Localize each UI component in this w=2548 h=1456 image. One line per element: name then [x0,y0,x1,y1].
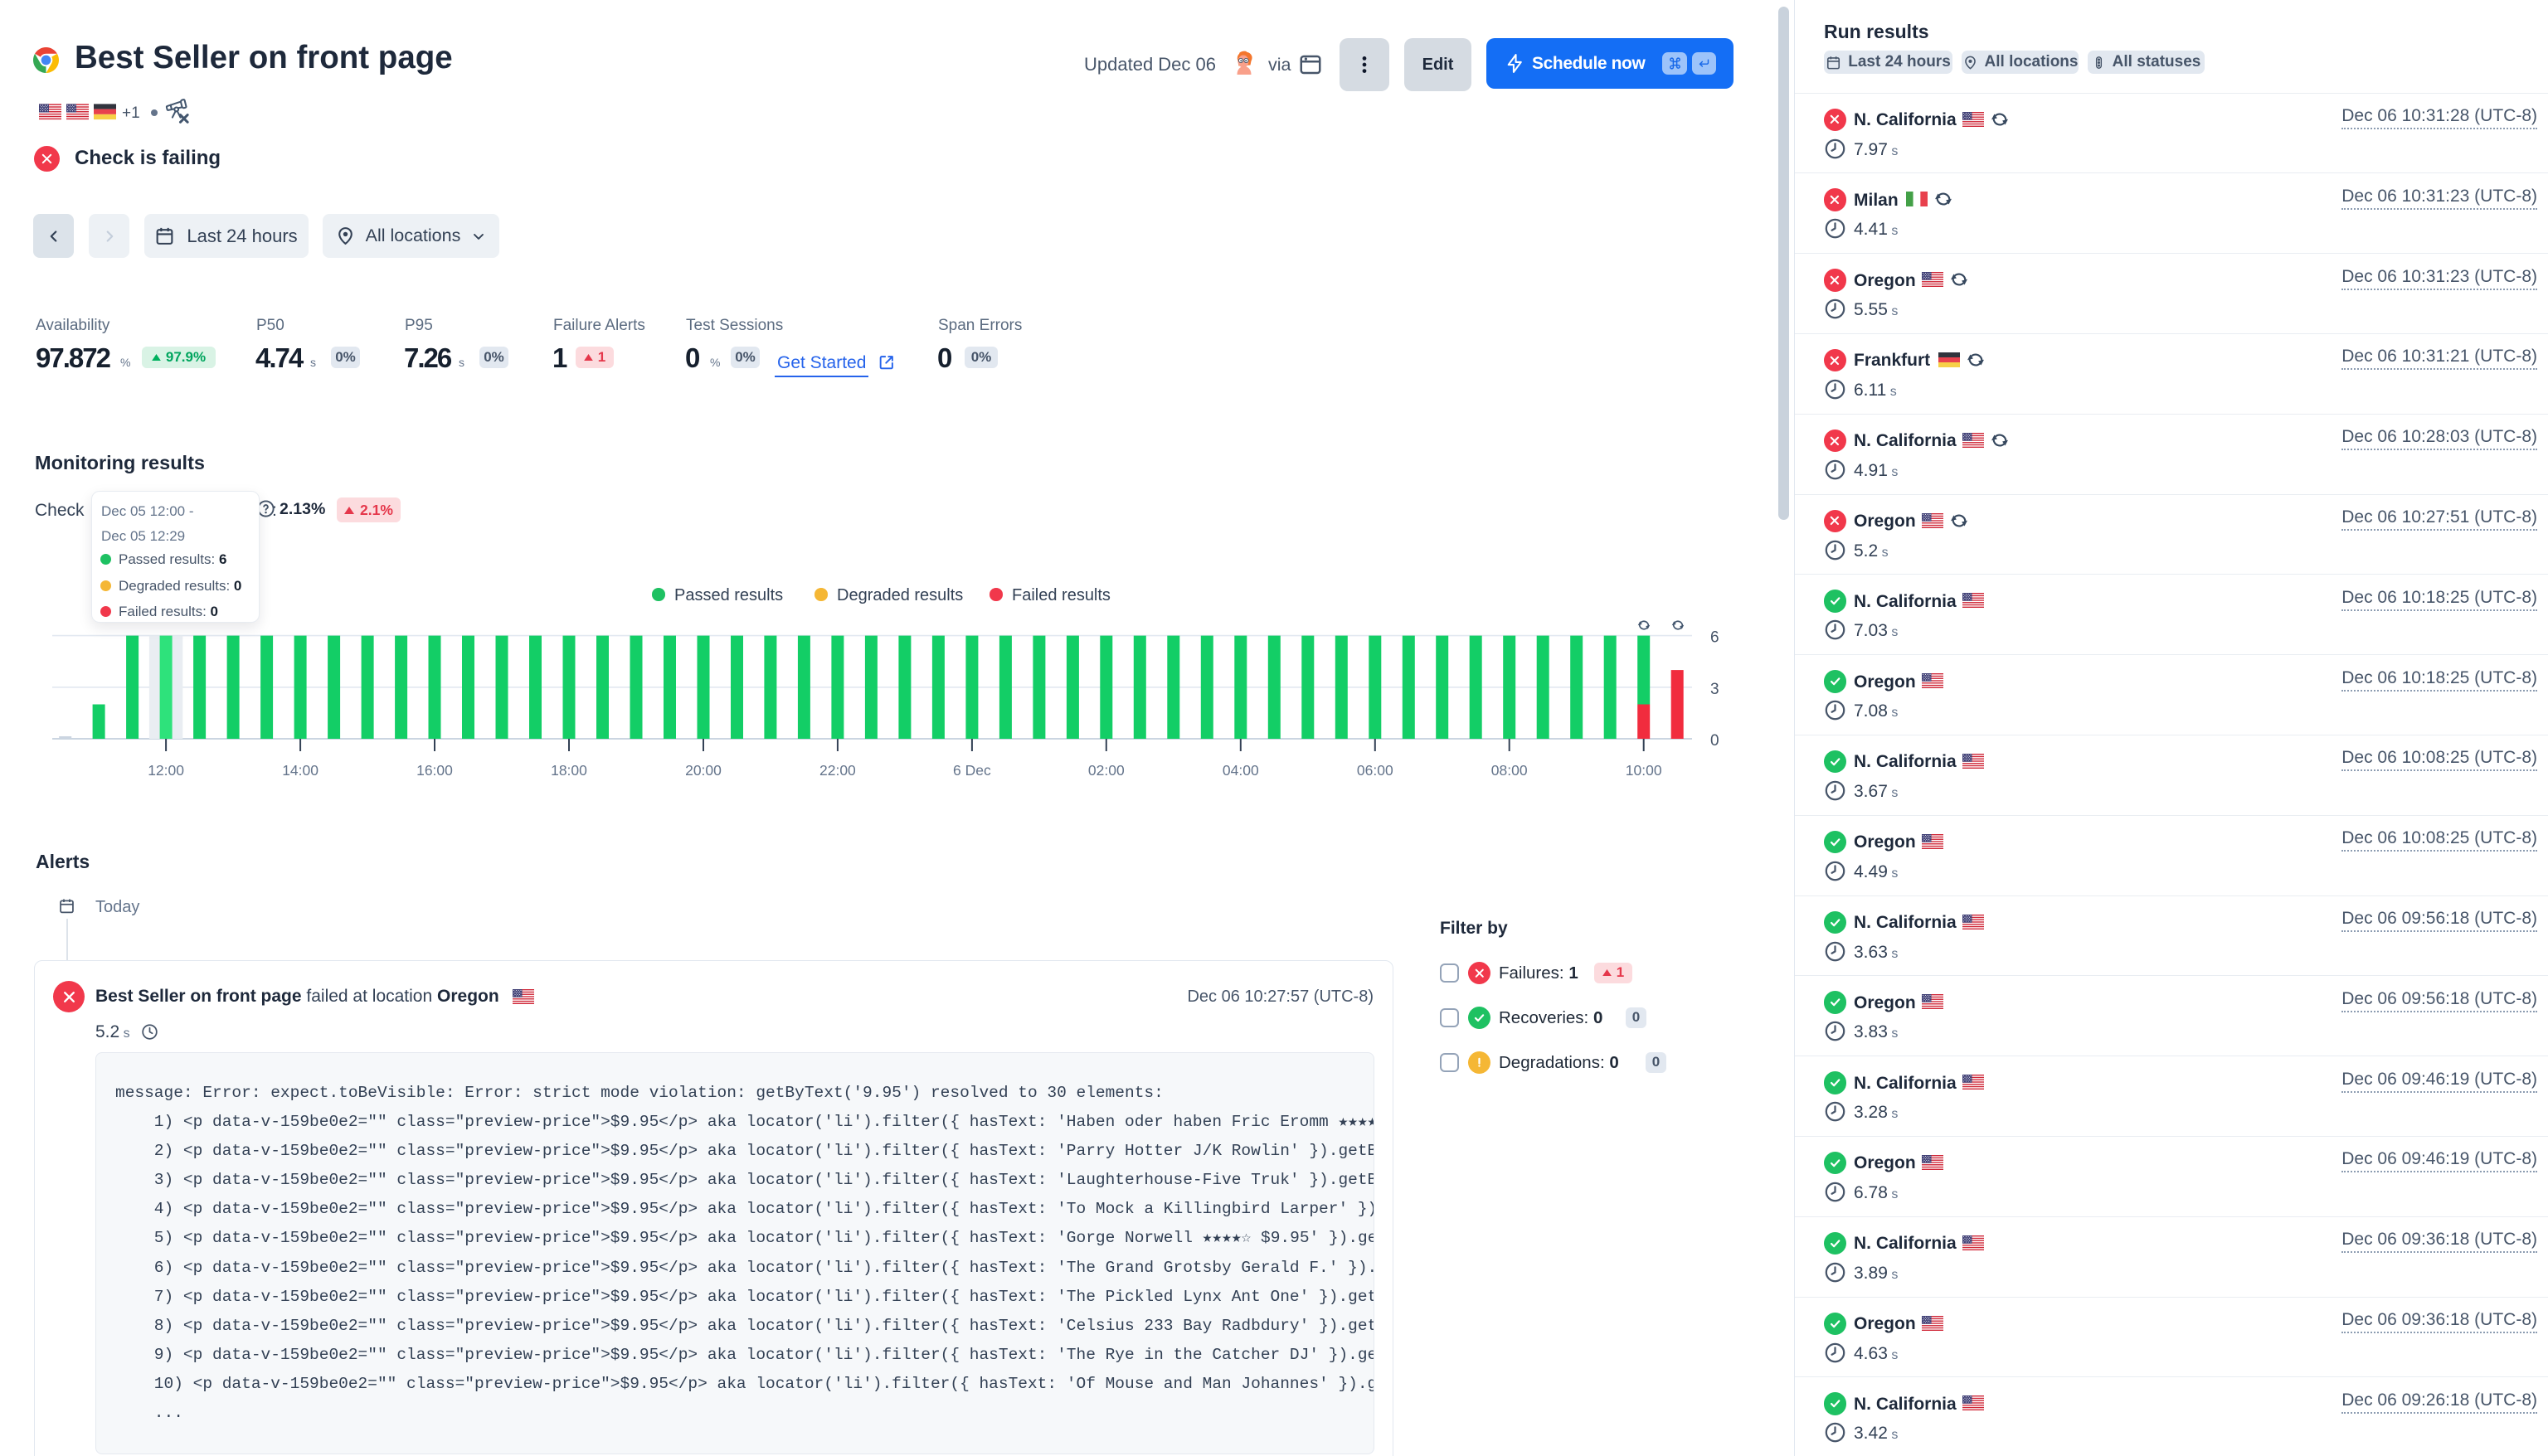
svg-text:6 Dec: 6 Dec [953,762,991,779]
svg-text:04:00: 04:00 [1223,762,1259,779]
svg-text:22:00: 22:00 [819,762,856,779]
svg-text:16:00: 16:00 [416,762,453,779]
svg-text:0: 0 [1710,732,1719,750]
svg-text:3: 3 [1710,681,1719,698]
svg-text:20:00: 20:00 [685,762,722,779]
svg-text:14:00: 14:00 [282,762,318,779]
svg-text:02:00: 02:00 [1088,762,1125,779]
svg-text:06:00: 06:00 [1357,762,1393,779]
svg-text:10:00: 10:00 [1626,762,1662,779]
svg-text:18:00: 18:00 [551,762,587,779]
svg-text:12:00: 12:00 [148,762,184,779]
svg-text:08:00: 08:00 [1491,762,1528,779]
svg-text:6: 6 [1710,629,1719,647]
